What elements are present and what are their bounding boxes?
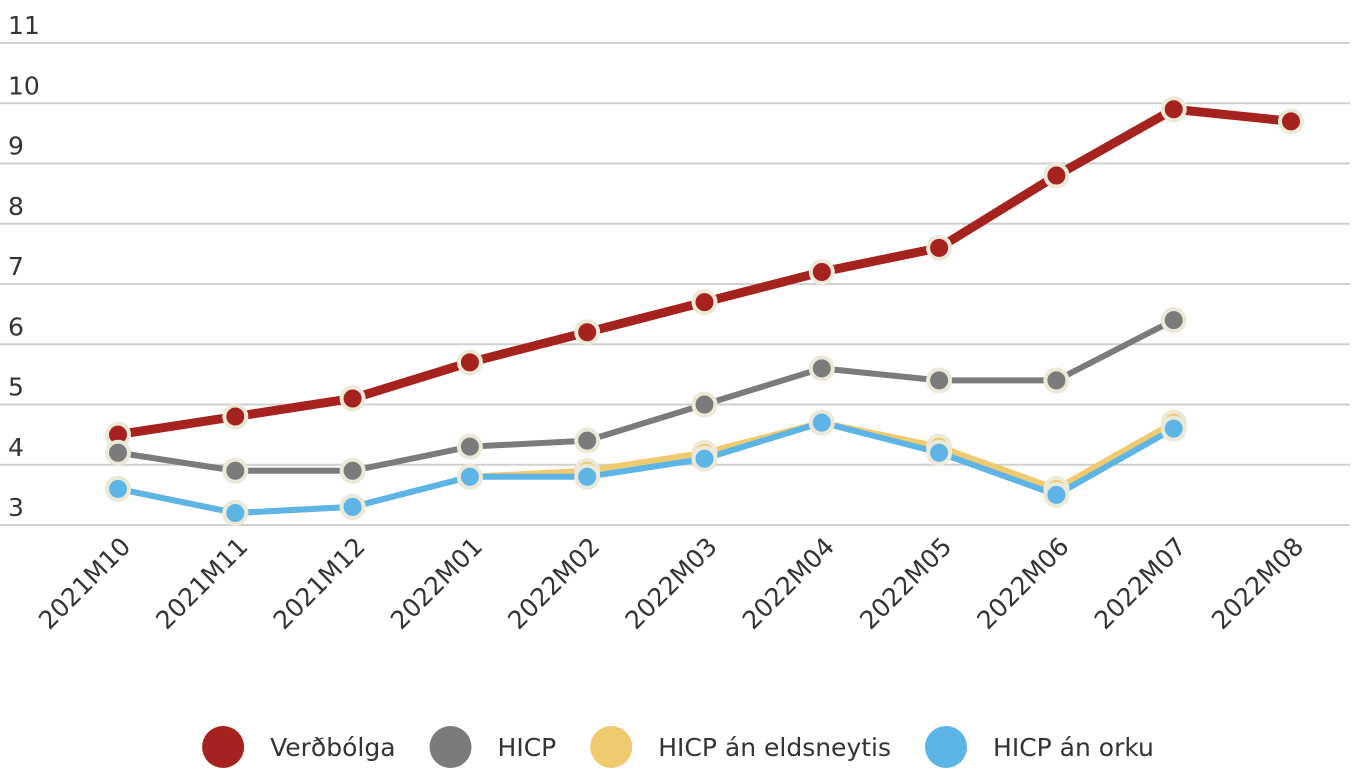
data-point bbox=[1043, 367, 1070, 394]
data-point bbox=[808, 258, 835, 285]
x-tick-label: 2022M06 bbox=[971, 532, 1074, 635]
data-point bbox=[1160, 307, 1187, 334]
legend-marker bbox=[202, 726, 245, 768]
data-point bbox=[456, 463, 483, 490]
x-tick-label: 2022M04 bbox=[737, 532, 840, 635]
data-point bbox=[808, 355, 835, 382]
series-line bbox=[117, 317, 1176, 474]
y-tick-label: 6 bbox=[8, 312, 24, 341]
x-tick-label: 2022M05 bbox=[854, 532, 957, 635]
x-tick-label: 2021M11 bbox=[150, 532, 253, 635]
data-point bbox=[222, 499, 249, 526]
data-point bbox=[1278, 108, 1304, 135]
data-point bbox=[691, 289, 718, 316]
data-point bbox=[574, 427, 601, 454]
legend-label: HICP bbox=[498, 733, 557, 762]
x-tick-label: 2021M10 bbox=[33, 532, 136, 635]
data-point bbox=[339, 493, 366, 520]
x-tick-label: 2021M12 bbox=[268, 532, 371, 635]
data-point bbox=[926, 234, 953, 261]
data-point bbox=[456, 349, 483, 376]
legend-label: HICP án orku bbox=[993, 733, 1154, 762]
legend-marker bbox=[429, 726, 472, 768]
legend: Verðbólga HICP HICP án eldsneytis HICP án o… bbox=[202, 726, 1154, 768]
x-tick-label: 2022M08 bbox=[1206, 532, 1309, 635]
x-tick-label: 2022M07 bbox=[1089, 532, 1192, 635]
data-point bbox=[1160, 96, 1187, 123]
series-line bbox=[117, 104, 1292, 440]
data-point bbox=[1043, 481, 1070, 508]
y-tick-label: 4 bbox=[8, 433, 24, 462]
data-point bbox=[574, 319, 601, 346]
legend-label: Verðbólga bbox=[270, 733, 395, 762]
y-tick-label: 9 bbox=[8, 132, 24, 161]
data-point bbox=[339, 385, 366, 412]
data-point bbox=[1043, 162, 1070, 189]
y-tick-label: 8 bbox=[8, 192, 24, 221]
data-point bbox=[222, 403, 249, 430]
data-point bbox=[808, 409, 835, 436]
data-point bbox=[222, 457, 249, 484]
x-tick-label: 2022M03 bbox=[619, 532, 722, 635]
series-line bbox=[117, 419, 1176, 516]
legend-marker bbox=[590, 726, 633, 768]
data-point bbox=[926, 367, 953, 394]
data-point bbox=[105, 439, 131, 466]
data-point bbox=[339, 457, 366, 484]
x-tick-label: 2022M01 bbox=[385, 532, 488, 635]
y-tick-label: 11 bbox=[8, 11, 40, 40]
data-point bbox=[691, 391, 718, 418]
y-tick-label: 10 bbox=[8, 71, 40, 100]
legend-label: HICP án eldsneytis bbox=[658, 733, 891, 762]
data-point bbox=[691, 445, 718, 472]
y-tick-label: 7 bbox=[8, 252, 24, 281]
data-point bbox=[926, 439, 953, 466]
data-point bbox=[1160, 415, 1187, 442]
data-point bbox=[574, 463, 601, 490]
legend-marker bbox=[925, 726, 968, 768]
y-tick-label: 3 bbox=[8, 493, 24, 522]
data-point bbox=[105, 475, 131, 502]
data-point bbox=[456, 433, 483, 460]
y-tick-label: 5 bbox=[8, 373, 24, 402]
x-tick-label: 2022M02 bbox=[502, 532, 605, 635]
